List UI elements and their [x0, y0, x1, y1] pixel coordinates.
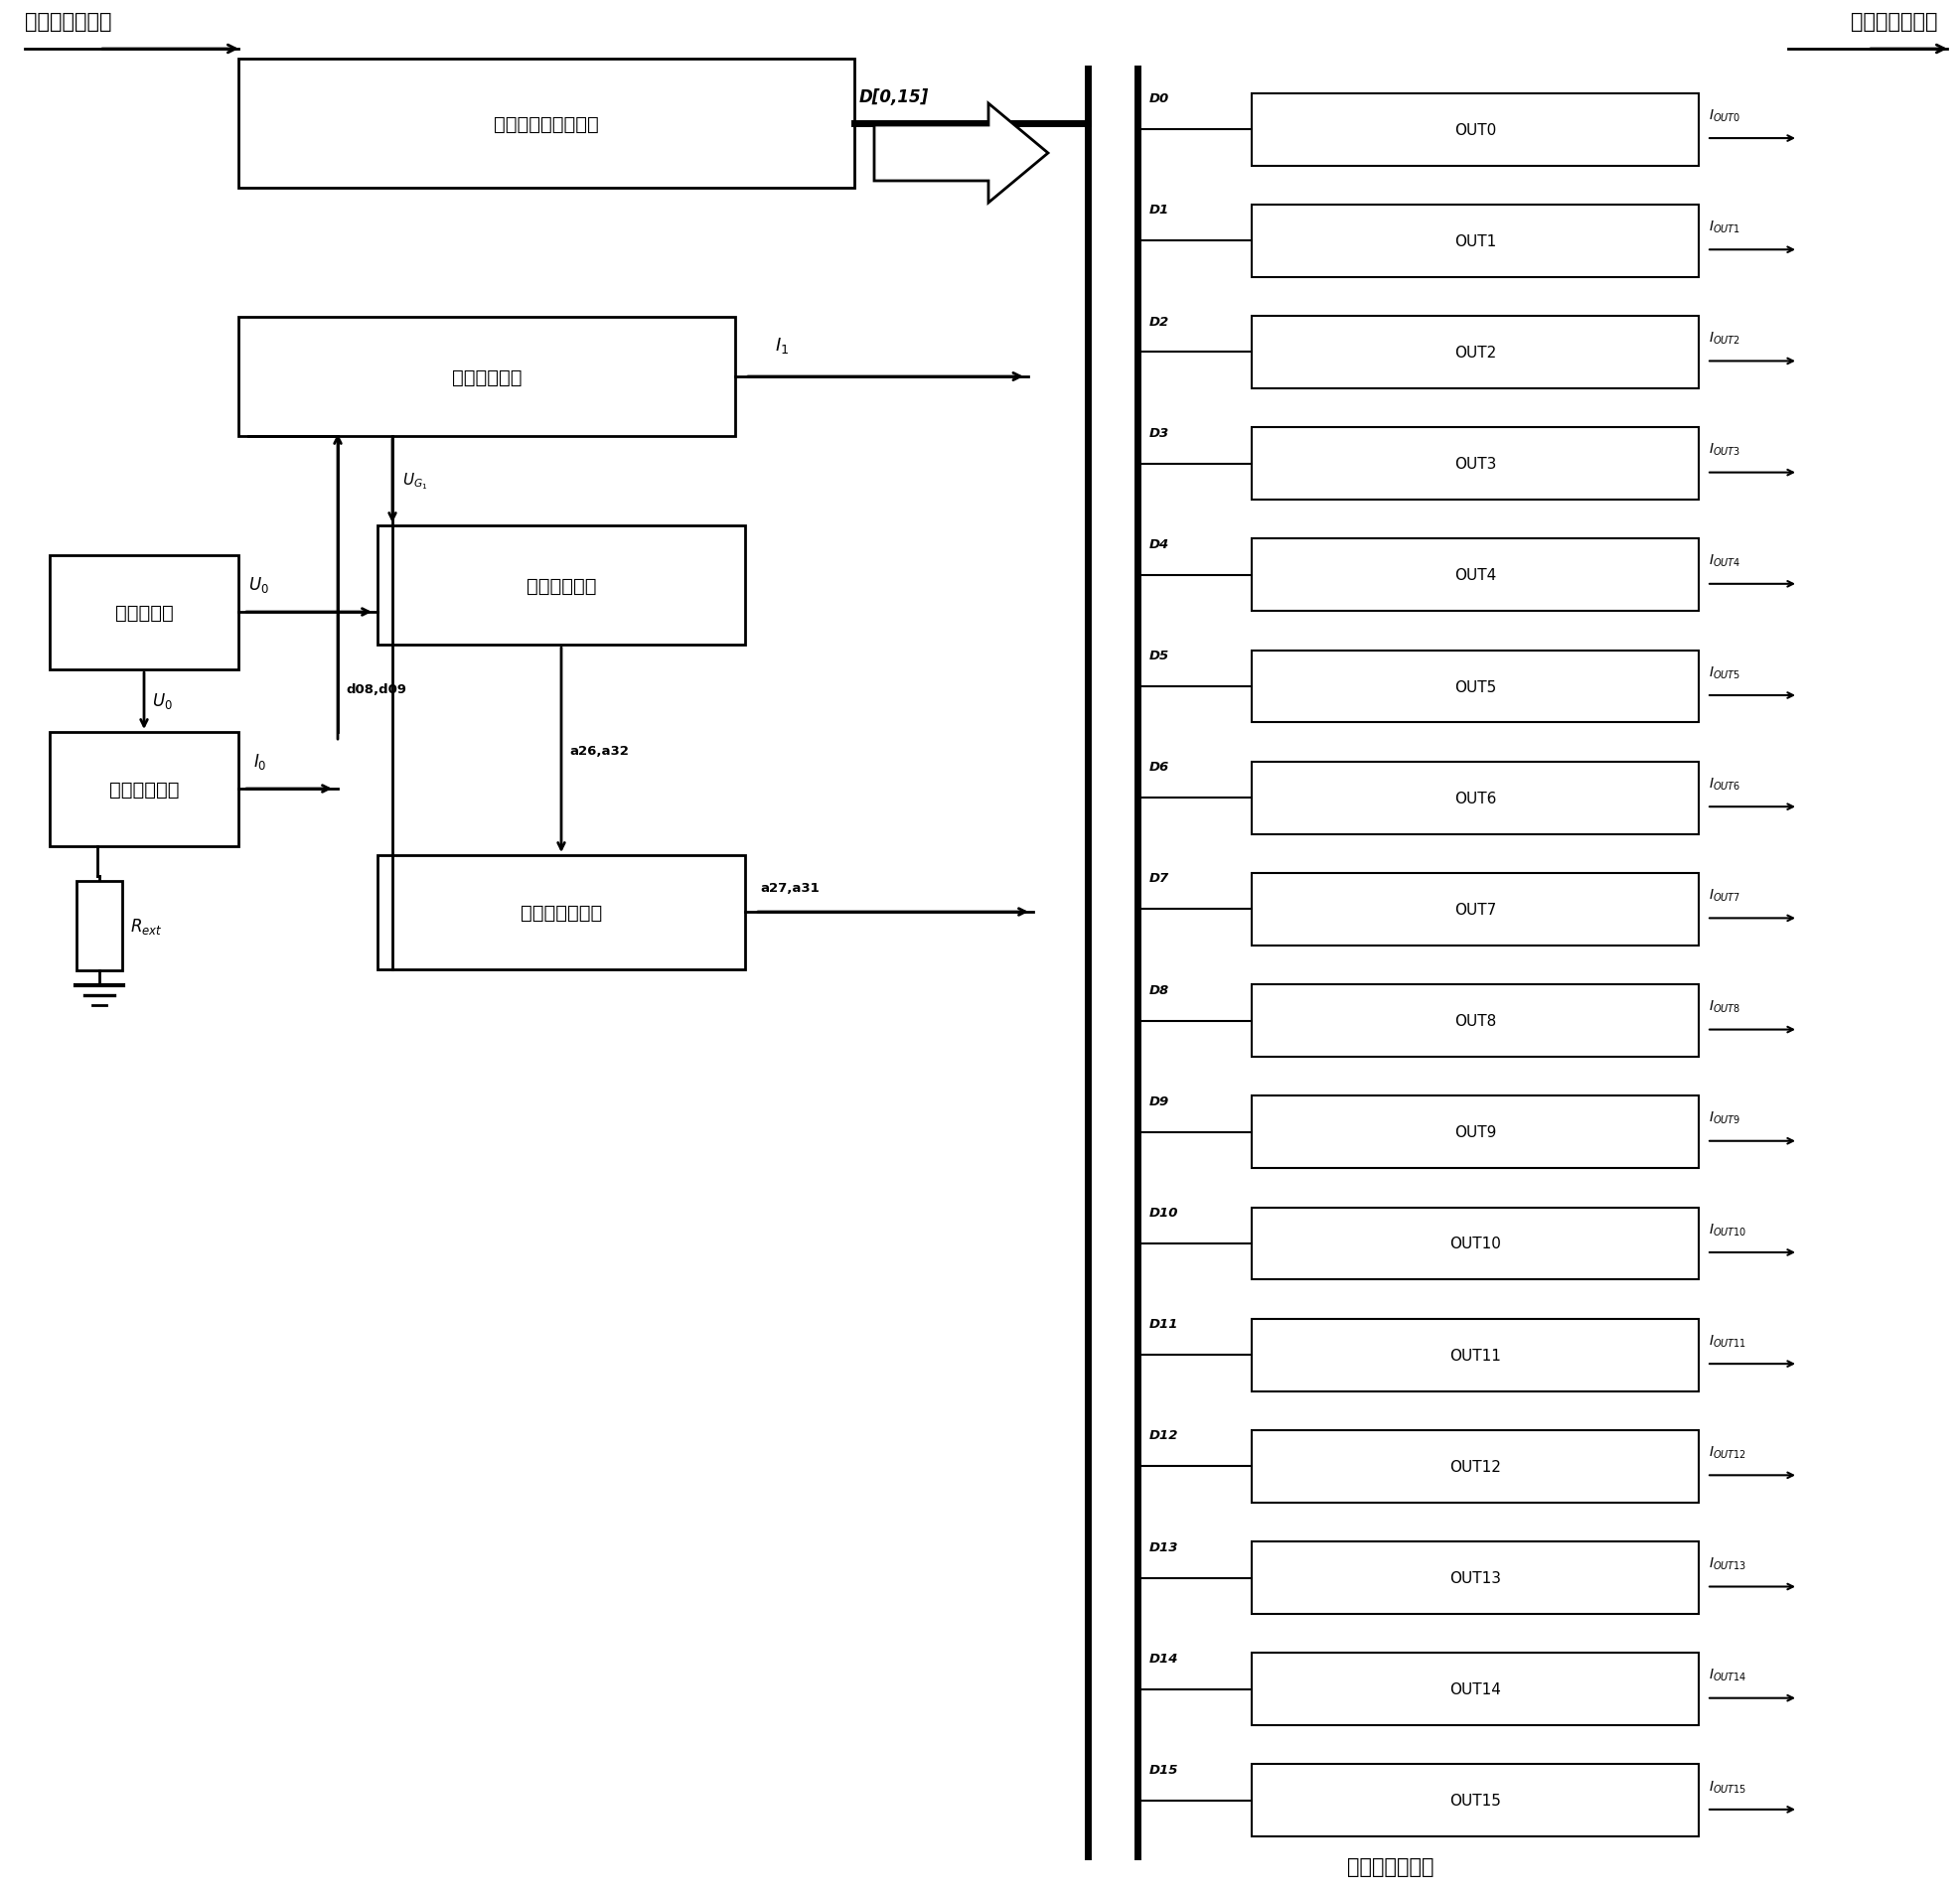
Text: OUT8: OUT8: [1454, 1013, 1495, 1028]
Bar: [1250, 1653, 1697, 1725]
Bar: [1250, 1765, 1697, 1837]
Text: D6: D6: [1149, 761, 1168, 773]
Text: 显示帧数据输入: 显示帧数据输入: [25, 11, 112, 32]
Text: OUT11: OUT11: [1448, 1349, 1499, 1362]
Text: $I_0$: $I_0$: [253, 752, 267, 771]
Text: D11: D11: [1149, 1318, 1178, 1330]
Text: $I_{OUT9}$: $I_{OUT9}$: [1707, 1110, 1740, 1127]
Text: OUT2: OUT2: [1454, 345, 1495, 360]
Bar: [1250, 1208, 1697, 1280]
Bar: [1250, 1318, 1697, 1392]
Text: OUT9: OUT9: [1454, 1125, 1495, 1140]
Text: d08,d09: d08,d09: [345, 682, 406, 695]
Text: $I_{OUT10}$: $I_{OUT10}$: [1707, 1222, 1746, 1237]
Bar: [1250, 316, 1697, 388]
Text: $I_{OUT0}$: $I_{OUT0}$: [1707, 108, 1740, 123]
Bar: [1250, 873, 1697, 945]
Text: OUT14: OUT14: [1448, 1682, 1499, 1697]
Polygon shape: [874, 104, 1047, 203]
Bar: [1250, 205, 1697, 278]
Bar: [1250, 985, 1697, 1057]
Text: D5: D5: [1149, 650, 1168, 663]
Text: $I_{OUT15}$: $I_{OUT15}$: [1707, 1778, 1746, 1794]
Text: OUT13: OUT13: [1448, 1570, 1499, 1585]
Bar: [49, 733, 239, 847]
Text: OUT3: OUT3: [1454, 456, 1495, 472]
Bar: [1250, 652, 1697, 724]
Text: OUT0: OUT0: [1454, 123, 1495, 138]
Bar: [1250, 428, 1697, 500]
Text: $I_{OUT4}$: $I_{OUT4}$: [1707, 553, 1740, 570]
Text: D0: D0: [1149, 93, 1168, 106]
Text: $I_{OUT1}$: $I_{OUT1}$: [1707, 220, 1740, 235]
Text: 第二级电流镜组: 第二级电流镜组: [1347, 1856, 1433, 1877]
Text: D3: D3: [1149, 426, 1168, 439]
Bar: [378, 856, 745, 970]
Bar: [239, 59, 855, 189]
Text: $I_{OUT2}$: $I_{OUT2}$: [1707, 330, 1740, 347]
Bar: [1250, 1430, 1697, 1502]
Text: $U_0$: $U_0$: [249, 574, 269, 595]
Text: $I_{OUT3}$: $I_{OUT3}$: [1707, 441, 1740, 458]
Bar: [76, 881, 122, 972]
Text: D2: D2: [1149, 314, 1168, 328]
Text: OUT5: OUT5: [1454, 680, 1495, 695]
Text: OUT7: OUT7: [1454, 902, 1495, 917]
Text: D15: D15: [1149, 1763, 1178, 1777]
Bar: [1250, 761, 1697, 835]
Text: $I_{OUT11}$: $I_{OUT11}$: [1707, 1333, 1746, 1349]
Text: OUT10: OUT10: [1448, 1237, 1499, 1252]
Text: 显示帧数据处理电路: 显示帧数据处理电路: [494, 116, 598, 133]
Text: 基准电压源: 基准电压源: [116, 604, 172, 623]
Text: D9: D9: [1149, 1095, 1168, 1108]
Text: D[0,15]: D[0,15]: [858, 89, 929, 106]
Text: 恒流调节电路: 恒流调节电路: [110, 780, 178, 799]
Text: D8: D8: [1149, 983, 1168, 996]
Bar: [49, 557, 239, 670]
Text: D10: D10: [1149, 1206, 1178, 1220]
Bar: [1250, 1097, 1697, 1169]
Bar: [1250, 95, 1697, 167]
Text: 第一级电流镜: 第一级电流镜: [451, 367, 521, 386]
Text: OUT4: OUT4: [1454, 568, 1495, 583]
Text: D12: D12: [1149, 1428, 1178, 1441]
Text: $I_{OUT6}$: $I_{OUT6}$: [1707, 777, 1740, 792]
Text: OUT6: OUT6: [1454, 792, 1495, 805]
Bar: [1250, 540, 1697, 612]
Text: D1: D1: [1149, 205, 1168, 216]
Text: a27,a31: a27,a31: [760, 881, 819, 894]
Text: $I_1$: $I_1$: [774, 335, 788, 356]
Text: $U_{G_1}$: $U_{G_1}$: [402, 472, 427, 492]
Text: D7: D7: [1149, 871, 1168, 884]
Text: $I_{OUT7}$: $I_{OUT7}$: [1707, 886, 1740, 903]
Text: 电流镜像比自调: 电流镜像比自调: [519, 903, 602, 922]
Text: $U_0$: $U_0$: [153, 691, 172, 710]
Text: OUT12: OUT12: [1448, 1458, 1499, 1474]
Text: D4: D4: [1149, 538, 1168, 551]
Text: $I_{OUT8}$: $I_{OUT8}$: [1707, 998, 1740, 1015]
Text: $R_{ext}$: $R_{ext}$: [129, 917, 163, 936]
Bar: [1250, 1542, 1697, 1614]
Text: $I_{OUT5}$: $I_{OUT5}$: [1707, 665, 1740, 680]
Text: 显示帧数据输出: 显示帧数据输出: [1850, 11, 1936, 32]
Text: $I_{OUT13}$: $I_{OUT13}$: [1707, 1555, 1746, 1572]
Text: a26,a32: a26,a32: [568, 744, 629, 758]
Text: $I_{OUT14}$: $I_{OUT14}$: [1707, 1667, 1746, 1684]
Text: D14: D14: [1149, 1652, 1178, 1665]
Text: $I_{OUT12}$: $I_{OUT12}$: [1707, 1443, 1746, 1460]
Text: D13: D13: [1149, 1540, 1178, 1553]
Text: OUT15: OUT15: [1448, 1794, 1499, 1809]
Text: OUT1: OUT1: [1454, 235, 1495, 248]
Bar: [239, 318, 735, 438]
Bar: [378, 527, 745, 646]
Text: 电压采样电路: 电压采样电路: [525, 576, 596, 595]
